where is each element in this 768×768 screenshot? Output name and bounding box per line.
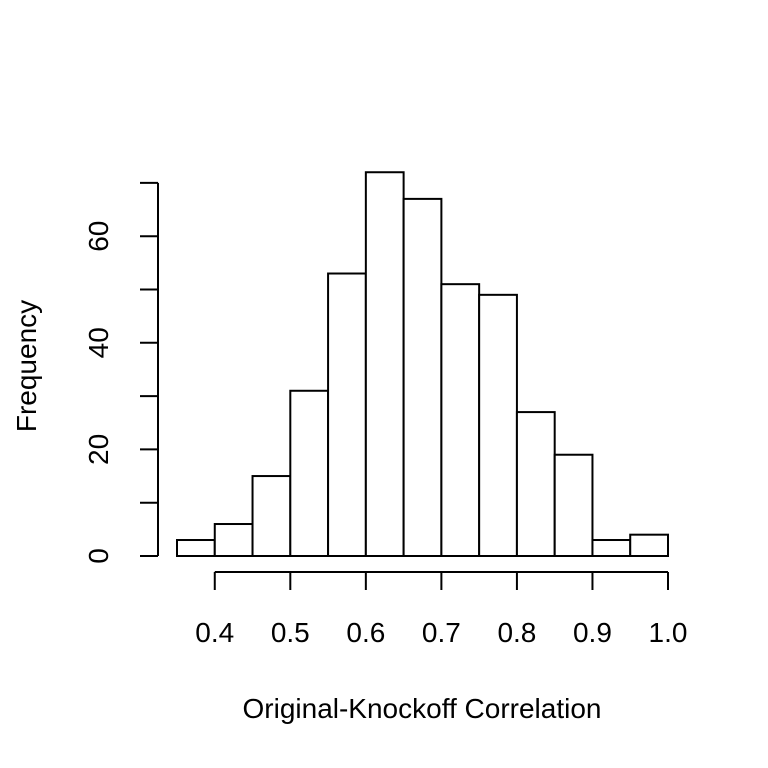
x-tick-label-3: 0.7	[422, 617, 461, 648]
histogram-bar-9	[515, 411, 556, 557]
x-tick-label-1: 0.5	[271, 617, 310, 648]
y-axis-title: Frequency	[11, 300, 42, 432]
histogram-bar-1	[213, 523, 254, 558]
histogram-bar-2	[251, 475, 292, 557]
y-tick-label-0: 0	[83, 548, 114, 564]
x-axis: 0.4 0.5 0.6 0.7 0.8 0.9 1.0	[195, 571, 688, 648]
histogram-bar-5	[364, 171, 405, 558]
histogram-bar-12	[629, 533, 670, 557]
x-tick-label-4: 0.8	[497, 617, 536, 648]
histogram-bars	[176, 171, 670, 558]
histogram-bar-11	[591, 539, 632, 558]
y-axis: 0 20 40 60	[83, 181, 159, 564]
y-tick-label-4: 40	[83, 327, 114, 358]
histogram-bar-4	[327, 272, 367, 557]
histogram-bar-7	[440, 283, 481, 557]
x-axis-title: Original-Knockoff Correlation	[243, 693, 602, 724]
histogram-bar-3	[289, 389, 330, 557]
histogram-bar-6	[402, 197, 443, 557]
x-tick-label-6: 1.0	[649, 617, 688, 648]
histogram-bar-0	[176, 539, 216, 558]
histogram-bar-8	[478, 293, 518, 557]
x-tick-label-0: 0.4	[195, 617, 234, 648]
x-tick-label-5: 0.9	[573, 617, 612, 648]
histogram-bar-10	[553, 453, 594, 558]
y-tick-label-2: 20	[83, 434, 114, 465]
x-tick-label-2: 0.6	[346, 617, 385, 648]
y-tick-label-6: 60	[83, 221, 114, 252]
